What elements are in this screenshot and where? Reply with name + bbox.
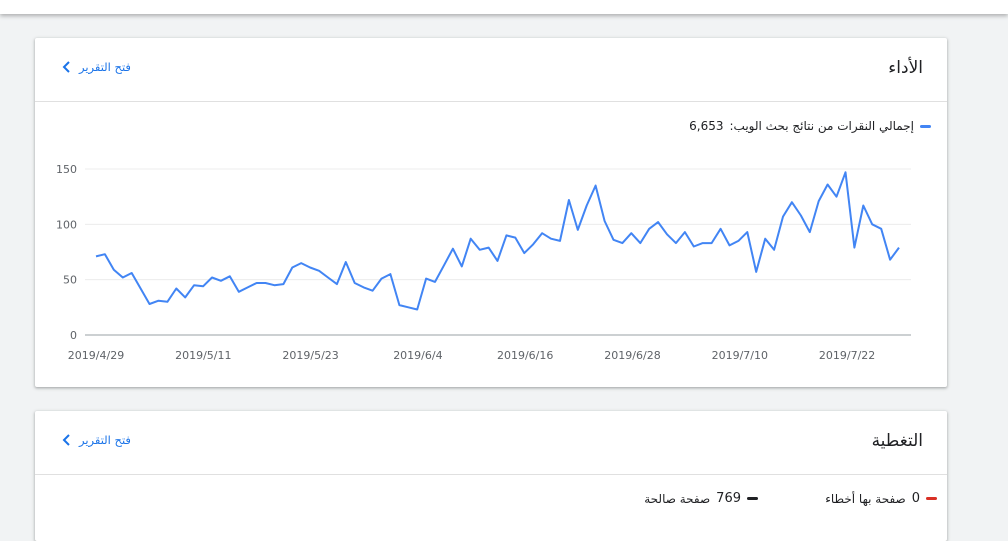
legend-value: 6,653 (689, 119, 724, 133)
legend-label: إجمالي النقرات من نتائج بحث الويب: (729, 119, 915, 133)
errors-swatch (926, 497, 937, 500)
errors-count: 0 (911, 491, 920, 506)
y-tick-label: 0 (70, 329, 77, 342)
coverage-valid-legend[interactable]: 769 صفحة صالحة (644, 491, 758, 506)
coverage-card-header: التغطية فتح التقرير (35, 411, 947, 475)
x-tick-label: 2019/6/16 (497, 349, 553, 362)
coverage-errors-legend[interactable]: 0 صفحة بها أخطاء (825, 491, 937, 506)
x-tick-label: 2019/7/10 (712, 349, 768, 362)
series-line-clicks (95, 171, 900, 311)
y-tick-label: 150 (56, 163, 77, 176)
chart-legend[interactable]: إجمالي النقرات من نتائج بحث الويب: 6,653 (689, 119, 931, 133)
x-tick-label: 2019/4/29 (68, 349, 124, 362)
performance-card-header: الأداء فتح التقرير (35, 38, 947, 102)
valid-count: 769 (716, 491, 741, 506)
chart-gridlines (85, 168, 911, 336)
x-tick-label: 2019/5/23 (282, 349, 338, 362)
coverage-open-report-link[interactable]: فتح التقرير (61, 433, 131, 447)
chevron-left-icon (62, 434, 70, 446)
x-tick-label: 2019/7/22 (819, 349, 875, 362)
x-tick-label: 2019/6/28 (604, 349, 660, 362)
valid-swatch (747, 497, 758, 500)
coverage-title: التغطية (871, 431, 923, 451)
y-axis-ticks: 0 50 100 150 (56, 163, 77, 342)
top-app-bar (0, 0, 1008, 14)
y-tick-label: 100 (56, 218, 77, 231)
x-tick-label: 2019/5/11 (175, 349, 231, 362)
performance-card: الأداء فتح التقرير إجمالي النقرات من نتا… (35, 38, 947, 387)
performance-open-report-link[interactable]: فتح التقرير (61, 60, 131, 74)
y-tick-label: 50 (63, 274, 77, 287)
x-axis-ticks: 2019/4/29 2019/5/11 2019/5/23 2019/6/4 2019/… (68, 349, 876, 362)
performance-title: الأداء (888, 58, 923, 78)
valid-label: صفحة صالحة (644, 491, 711, 506)
performance-open-report-label: فتح التقرير (79, 60, 131, 74)
errors-label: صفحة بها أخطاء (825, 491, 906, 506)
legend-swatch (920, 124, 931, 128)
coverage-open-report-label: فتح التقرير (79, 433, 131, 447)
chevron-left-icon (62, 61, 70, 73)
coverage-card: التغطية فتح التقرير 0 صفحة بها أخطاء 769… (35, 411, 947, 541)
x-tick-label: 2019/6/4 (393, 349, 442, 362)
